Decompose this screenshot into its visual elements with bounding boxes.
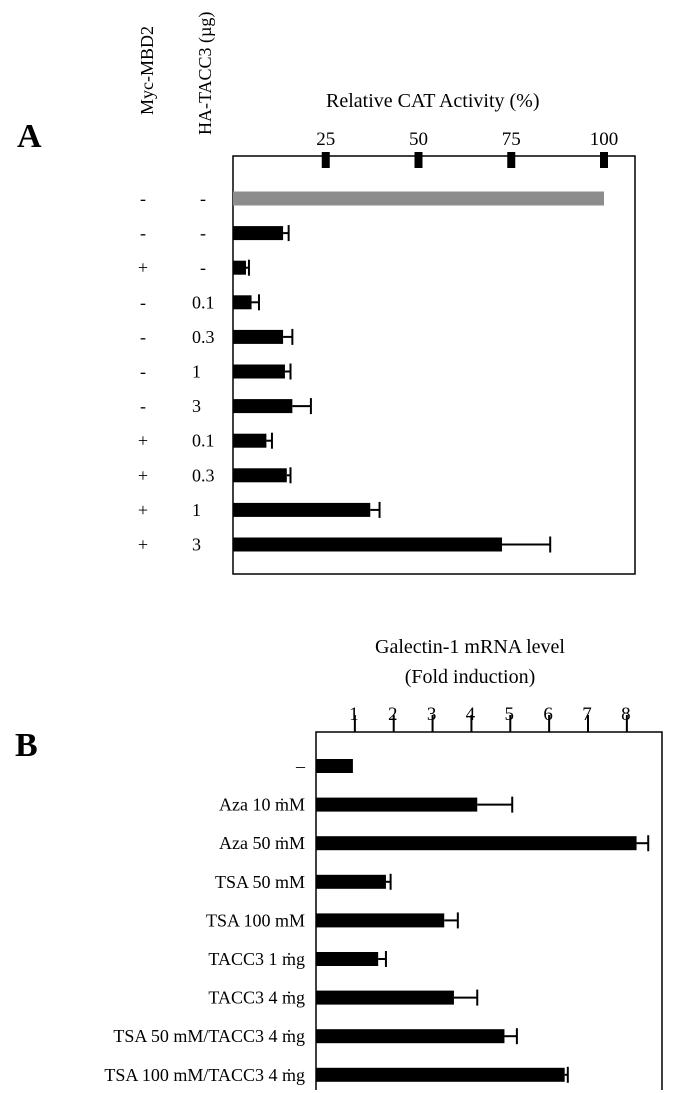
row-label-ha-tacc3: - [200, 223, 206, 243]
row-label-ha-tacc3: 0.3 [192, 327, 215, 347]
row-label-myc-mbd2: - [140, 292, 146, 312]
panel-a-bar [233, 260, 246, 275]
panel-a-tick-label: 50 [409, 129, 428, 150]
row-label-myc-mbd2: - [140, 396, 146, 416]
panel-b-category-label: TSA 100 mM/TACC3 4 ṁg [104, 1065, 305, 1085]
panel-b-bar [316, 1067, 565, 1082]
panel-b-letter: B [15, 727, 38, 764]
panel-a-bar [233, 226, 284, 241]
row-label-myc-mbd2: - [140, 327, 146, 347]
panel-a-tick-mark [321, 152, 330, 168]
panel-a-bar [233, 537, 502, 552]
panel-a-tick-label: 100 [590, 129, 619, 150]
panel-b-bar [316, 1029, 505, 1044]
panel-b-plot-frame [315, 731, 663, 1090]
panel-b-bar [316, 952, 379, 966]
panel-a-bar [233, 329, 284, 344]
panel-a-tick-mark [507, 152, 516, 168]
row-label-ha-tacc3: 0.1 [192, 431, 215, 451]
row-label-myc-mbd2: + [138, 258, 148, 278]
row-label-myc-mbd2: + [138, 535, 148, 555]
panel-a-bar [233, 433, 267, 448]
panel-b-ticks: 1 2 3 4 5 6 7 8 [349, 704, 631, 732]
panel-b-category-label: Aza 50 ṁM [219, 833, 305, 853]
row-label-ha-tacc3: - [200, 189, 206, 209]
panel-a-bar [233, 295, 252, 310]
panel-a-rows: - - - - + - - 0.1 - 0.3 - 1 - 3 + 0.1 + 0.3 + 1 + 3 [138, 189, 604, 555]
row-label-ha-tacc3: 0.1 [192, 292, 215, 312]
row-label-ha-tacc3: 3 [192, 535, 201, 555]
panel-b-category-label: TACC3 4 ṁg [208, 988, 305, 1008]
panel-a-bar [233, 468, 287, 483]
panel-b-tick-label: 7 [582, 704, 592, 725]
panel-b-category-label: Aza 10 ṁM [219, 795, 305, 815]
panel-a: A Relative CAT Activity (%) Myc-MBD2 HA-… [17, 12, 636, 575]
panel-b-axis-subtitle: (Fold induction) [405, 666, 536, 688]
panel-a-bar [233, 399, 293, 414]
row-label-myc-mbd2: - [140, 362, 146, 382]
panel-a-tick-label: 75 [502, 129, 521, 150]
panel-b-axis-title: Galectin-1 mRNA level [375, 636, 565, 658]
panel-a-tick-mark [600, 152, 608, 168]
panel-a-axis-title: Relative CAT Activity (%) [326, 90, 540, 112]
panel-b-tick-label: 4 [466, 704, 476, 725]
panel-a-bar [233, 364, 285, 379]
panel-b-bar [316, 874, 386, 889]
row-label-ha-tacc3: 0.3 [192, 465, 215, 485]
panel-b-bar [316, 836, 637, 851]
row-label-myc-mbd2: - [140, 223, 146, 243]
panel-a-bar [233, 502, 371, 517]
panel-a-ticks: 25 50 75 100 [316, 129, 618, 168]
panel-b-tick-label: 3 [427, 704, 437, 725]
column-header-ha-tacc3: HA-TACC3 (µg) [195, 12, 216, 135]
row-label-ha-tacc3: - [200, 258, 206, 278]
panel-b-category-label: TACC3 1 ṁg [208, 949, 305, 969]
column-header-myc-mbd2: Myc-MBD2 [137, 26, 157, 115]
panel-b-bar [316, 759, 353, 773]
row-label-myc-mbd2: + [138, 431, 148, 451]
panel-b-category-label: TSA 50 mM [215, 872, 305, 892]
row-label-ha-tacc3: 1 [192, 362, 201, 382]
panel-b-category-label: TSA 50 mM/TACC3 4 ṁg [113, 1026, 305, 1046]
panel-a-tick-label: 25 [316, 129, 335, 150]
row-label-ha-tacc3: 3 [192, 396, 201, 416]
row-label-myc-mbd2: + [138, 500, 148, 520]
panel-b-rows: – Aza 10 ṁM Aza 50 ṁM TSA 50 mM TSA 100 mM TA… [104, 756, 650, 1085]
panel-b: B Galectin-1 mRNA level (Fold induction)… [15, 636, 663, 1090]
panel-b-bar [316, 990, 454, 1005]
panel-b-category-label: – [295, 756, 306, 776]
panel-b-category-label: TSA 100 mM [206, 910, 305, 930]
panel-b-tick-label: 5 [505, 704, 515, 725]
panel-a-letter: A [17, 118, 42, 155]
row-label-myc-mbd2: + [138, 465, 148, 485]
row-label-myc-mbd2: - [140, 189, 146, 209]
panel-b-bar [316, 913, 445, 928]
panel-b-tick-label: 2 [388, 704, 398, 725]
panel-a-bar [233, 191, 604, 206]
panel-a-tick-mark [414, 152, 423, 168]
panel-b-tick-label: 6 [543, 704, 553, 725]
panel-b-tick-label: 8 [621, 704, 631, 725]
row-label-ha-tacc3: 1 [192, 500, 201, 520]
panel-b-bar [316, 797, 478, 812]
panel-b-tick-label: 1 [349, 704, 359, 725]
